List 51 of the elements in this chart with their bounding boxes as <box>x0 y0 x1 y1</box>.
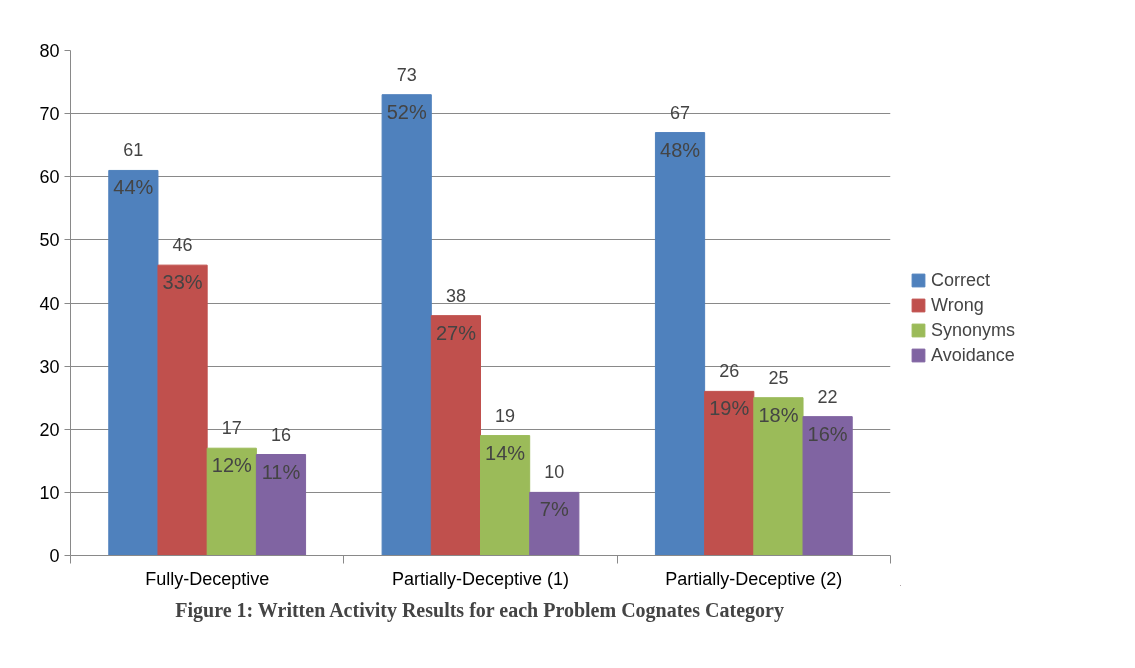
bar <box>654 132 706 556</box>
y-tick-label: 0 <box>49 546 60 566</box>
data-label: 16 <box>270 424 291 445</box>
y-tick-label: 60 <box>39 167 60 188</box>
annotation: 12% <box>211 454 252 477</box>
bar <box>255 454 307 556</box>
annotation: 48% <box>660 138 701 161</box>
annotation: 19% <box>709 397 750 420</box>
legend-label: Wrong <box>931 294 984 316</box>
data-label: 38 <box>445 285 466 306</box>
annotation: 27% <box>435 321 477 344</box>
annotation: 14% <box>485 441 526 464</box>
annotation: 52% <box>386 100 427 123</box>
annotation: 16% <box>807 422 848 445</box>
bar <box>480 435 531 556</box>
legend-label: Avoidance <box>931 344 1015 366</box>
data-label: 19 <box>495 405 516 426</box>
data-label: 61 <box>123 140 144 161</box>
annotation: 33% <box>162 271 203 294</box>
bar <box>430 315 481 556</box>
data-label: 22 <box>817 386 838 407</box>
y-tick-label: 40 <box>39 293 60 314</box>
bar <box>206 447 257 556</box>
y-tick-label: 30 <box>39 356 60 377</box>
data-label: 46 <box>172 235 193 256</box>
bar <box>108 169 159 556</box>
y-tick-label: 20 <box>39 419 60 440</box>
annotation: 7% <box>539 498 569 521</box>
bar <box>753 397 804 556</box>
annotation: 44% <box>113 176 154 199</box>
x-tick-label: Partially-Deceptive (1) <box>391 568 570 589</box>
legend-label: Synonyms <box>931 319 1016 341</box>
y-tick-label: 50 <box>39 230 60 251</box>
legend-label: Correct <box>931 269 991 291</box>
annotation: 18% <box>758 403 799 426</box>
y-tick-label: 10 <box>39 482 60 503</box>
bar <box>157 264 208 556</box>
data-label: 26 <box>719 361 740 382</box>
bar <box>704 390 755 556</box>
y-tick-label: 80 <box>39 41 60 61</box>
data-label: 10 <box>544 462 565 483</box>
caption: Figure 1: Written Activity Results for each Problem Cognates Category <box>175 598 784 622</box>
x-tick-label: Fully-Deceptive <box>145 568 270 589</box>
bar <box>381 94 432 556</box>
data-label: 73 <box>396 64 417 85</box>
annotation: 11% <box>261 460 301 483</box>
x-tick-label: Partially-Deceptive (2) <box>665 568 843 589</box>
bar <box>802 416 853 556</box>
bar <box>529 491 580 556</box>
y-tick-label: 70 <box>39 104 60 125</box>
data-label: 25 <box>768 367 789 388</box>
